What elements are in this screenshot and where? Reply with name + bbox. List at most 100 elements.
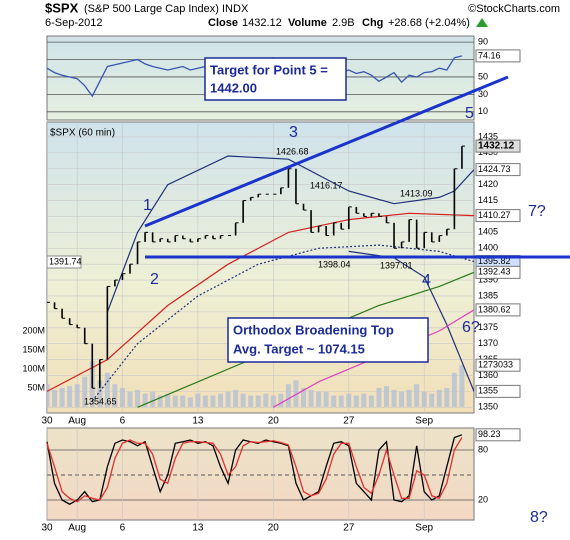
y-tick-label: 1360: [478, 370, 498, 380]
volume-tick-label: 100M: [22, 363, 45, 373]
x-tick-label: Sep: [415, 523, 433, 534]
volume-value: 2.9B: [332, 17, 355, 29]
wave-label: 5: [465, 105, 474, 122]
x-tick-label: 20: [268, 416, 280, 427]
volume-bar: [451, 372, 457, 407]
volume-bar: [112, 384, 118, 407]
price-label: 1397.01: [380, 260, 413, 270]
volume-bar: [308, 389, 314, 407]
volume-bar: [187, 397, 193, 407]
symbol: $SPX: [45, 0, 79, 15]
annotations: $SPX (60 min) 1 2 3 4 5 6? 7? 8? 1426.68…: [46, 57, 570, 526]
last-value-label: 1424.73: [478, 164, 511, 174]
last-value-box: [475, 358, 521, 372]
y-tick-label: 1420: [478, 179, 498, 189]
volume-bar: [74, 384, 80, 407]
wave-label: 3: [289, 124, 298, 141]
price-label: 1413.09: [400, 188, 433, 198]
volume-bar: [157, 395, 163, 407]
volume-bar: [202, 395, 208, 407]
volume-bar: [225, 391, 231, 407]
volume-tick-label: 150M: [22, 344, 45, 354]
y-tick-label: 1405: [478, 227, 498, 237]
price-label: 1426.68: [276, 146, 309, 156]
last-value-label: 1395.82: [478, 256, 511, 266]
symbol-name: (S&P 500 Large Cap Index) INDX: [84, 3, 249, 15]
wave-label: 2: [150, 271, 159, 288]
last-value-box: [475, 209, 521, 223]
close-label: Close: [208, 17, 238, 29]
y-tick-label: 1370: [478, 338, 498, 348]
y-tick-label: 1415: [478, 195, 498, 205]
volume-bar: [172, 395, 178, 407]
wave-label: 1: [143, 197, 152, 214]
volume-bar: [346, 393, 352, 407]
volume-bar: [240, 393, 246, 407]
x-tick-label: 6: [120, 523, 126, 534]
wave-label: 4: [422, 272, 431, 289]
volume-bar: [52, 389, 58, 407]
volume-bar: [218, 393, 224, 407]
last-value-box: [475, 49, 521, 63]
last-value-label: 1355: [478, 386, 498, 396]
last-value-box: [475, 384, 521, 398]
series-line: [46, 437, 463, 503]
last-value-box: [475, 265, 521, 279]
y-tick-label: 30: [478, 89, 488, 99]
x-tick-label: 30: [41, 523, 53, 534]
volume-bar: [59, 387, 65, 407]
close-value: 1432.12: [242, 17, 282, 29]
panel-2: [46, 428, 474, 520]
volume-bar: [285, 384, 291, 407]
pattern-text: Avg. Target ~ 1074.15: [233, 341, 365, 356]
volume-bar: [47, 384, 50, 407]
x-tick-label: 27: [343, 523, 355, 534]
x-tick-label: Aug: [68, 523, 86, 534]
volume-bar: [67, 386, 73, 407]
volume-bar: [165, 393, 171, 407]
last-value-label: 1392.43: [478, 267, 511, 277]
volume-bar: [233, 389, 239, 407]
price-label-box: [46, 255, 82, 269]
volume-tick-label: 200M: [22, 325, 45, 335]
target-text: Target for Point 5 =: [210, 62, 328, 77]
volume-bar: [429, 393, 435, 407]
x-tick-label: 20: [268, 523, 280, 534]
wave-label: 6?: [462, 319, 480, 336]
wave-label: 8?: [530, 509, 548, 526]
x-tick-label: 27: [343, 416, 355, 427]
last-value-label: 98.23: [478, 429, 501, 439]
header: $SPX (S&P 500 Large Cap Index) INDX ©Sto…: [45, 0, 560, 28]
volume-bar: [195, 393, 201, 407]
date: 6-Sep-2012: [45, 17, 103, 29]
x-tick-label: 13: [192, 523, 204, 534]
volume-bar: [361, 393, 367, 407]
volume-bar: [406, 389, 412, 407]
last-value-box: [475, 303, 521, 317]
pattern-text: Orthodox Broadening Top: [233, 322, 394, 337]
volume-bar: [399, 391, 405, 407]
volume-bar: [135, 389, 141, 407]
volume-bar: [142, 393, 148, 407]
y-tick-label: 10: [478, 106, 488, 116]
y-tick-label: 20: [478, 494, 488, 504]
y-tick-label: 1350: [478, 402, 498, 412]
volume-bar: [278, 393, 284, 407]
y-tick-label: 1385: [478, 290, 498, 300]
y-tick-label: 1375: [478, 322, 498, 332]
last-value-label: 1273033: [478, 360, 513, 370]
last-value-label: 1380.62: [478, 304, 511, 314]
x-tick-label: Aug: [68, 416, 86, 427]
x-tick-label: 6: [120, 416, 126, 427]
price-label: 1398.04: [318, 259, 351, 269]
volume-bar: [270, 395, 276, 407]
wave-label: 7?: [528, 203, 546, 220]
volume-bar: [459, 365, 465, 407]
series-line: [47, 212, 474, 392]
last-value-label: 74.16: [478, 50, 501, 60]
target-text: 1442.00: [210, 80, 257, 95]
stoch-panel: [46, 427, 475, 521]
volume-bar: [293, 380, 299, 407]
volume-tick-label: 50M: [27, 382, 45, 392]
